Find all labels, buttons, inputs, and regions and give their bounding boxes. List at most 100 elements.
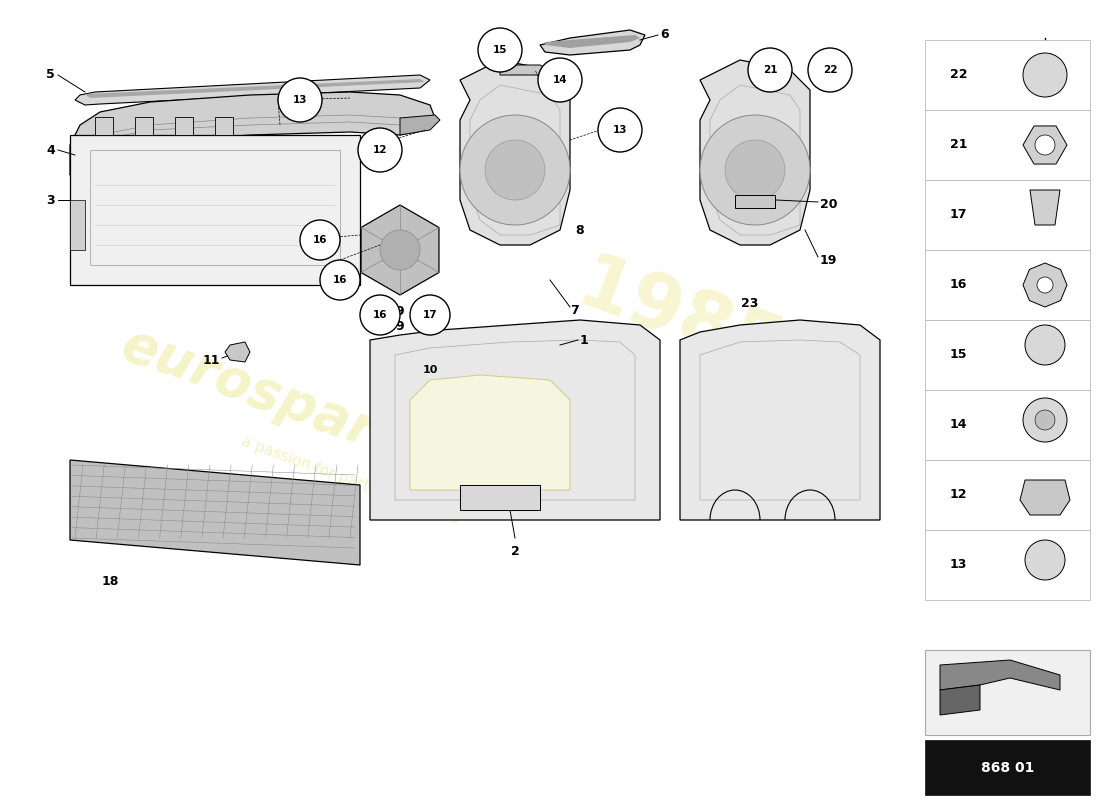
Text: 1: 1 — [580, 334, 588, 346]
Text: 17: 17 — [950, 209, 968, 222]
Text: 14: 14 — [552, 75, 568, 85]
Bar — [925, 320, 1090, 390]
Text: 12: 12 — [950, 489, 968, 502]
Circle shape — [300, 220, 340, 260]
Text: 9: 9 — [396, 305, 405, 318]
Polygon shape — [226, 342, 250, 362]
Bar — [925, 390, 1090, 460]
Polygon shape — [680, 320, 880, 520]
Text: 19: 19 — [820, 254, 837, 266]
Polygon shape — [75, 75, 430, 105]
Polygon shape — [1030, 190, 1060, 225]
Circle shape — [1037, 277, 1053, 293]
Bar — [95, 117, 113, 135]
Polygon shape — [460, 60, 570, 245]
Polygon shape — [1020, 480, 1070, 515]
Text: 17: 17 — [422, 310, 438, 320]
Text: 23: 23 — [741, 297, 759, 310]
Circle shape — [808, 48, 852, 92]
Text: 15: 15 — [493, 45, 507, 55]
Polygon shape — [400, 115, 440, 135]
Polygon shape — [500, 65, 550, 75]
Polygon shape — [544, 35, 640, 48]
Circle shape — [379, 230, 420, 270]
Text: 16: 16 — [332, 275, 348, 285]
Polygon shape — [700, 60, 810, 245]
Bar — [925, 650, 1090, 735]
Polygon shape — [540, 30, 645, 55]
Polygon shape — [735, 195, 776, 208]
Polygon shape — [370, 320, 660, 520]
Polygon shape — [70, 460, 360, 565]
Bar — [135, 117, 153, 135]
Text: 13: 13 — [950, 558, 967, 571]
Circle shape — [460, 115, 570, 225]
Circle shape — [320, 260, 360, 300]
Bar — [925, 250, 1090, 320]
Polygon shape — [70, 92, 434, 175]
Text: 3: 3 — [46, 194, 55, 206]
Text: 20: 20 — [820, 198, 837, 211]
Text: 18: 18 — [101, 575, 119, 588]
Bar — [70, 135, 360, 285]
Text: 22: 22 — [823, 65, 837, 75]
Bar — [925, 460, 1090, 530]
Circle shape — [1035, 410, 1055, 430]
Text: 8: 8 — [575, 223, 584, 237]
Polygon shape — [940, 660, 1060, 690]
Bar — [925, 530, 1090, 600]
Circle shape — [1023, 398, 1067, 442]
Text: 16: 16 — [373, 310, 387, 320]
Polygon shape — [1023, 263, 1067, 307]
Bar — [175, 117, 192, 135]
Circle shape — [478, 28, 522, 72]
Circle shape — [410, 295, 450, 335]
Bar — [214, 117, 233, 135]
Circle shape — [1025, 325, 1065, 365]
Text: 21: 21 — [950, 138, 968, 151]
Text: 868 01: 868 01 — [981, 761, 1034, 775]
Polygon shape — [85, 79, 425, 98]
Circle shape — [1035, 135, 1055, 155]
Bar — [70, 200, 85, 250]
Text: 7: 7 — [570, 303, 579, 317]
Text: 22: 22 — [950, 69, 968, 82]
Text: 14: 14 — [950, 418, 968, 431]
Text: 13: 13 — [293, 95, 307, 105]
Circle shape — [748, 48, 792, 92]
Text: 16: 16 — [312, 235, 328, 245]
Text: 11: 11 — [202, 354, 220, 366]
Text: eurospares: eurospares — [114, 318, 446, 482]
Text: 15: 15 — [950, 349, 968, 362]
Polygon shape — [70, 155, 90, 180]
Circle shape — [360, 295, 400, 335]
Bar — [460, 485, 540, 510]
Circle shape — [358, 128, 402, 172]
Text: 9: 9 — [396, 320, 405, 333]
Text: 1985: 1985 — [568, 249, 793, 391]
Bar — [925, 180, 1090, 250]
Circle shape — [725, 140, 785, 200]
Text: 4: 4 — [46, 143, 55, 157]
Circle shape — [485, 140, 544, 200]
Bar — [90, 150, 340, 265]
Text: 5: 5 — [46, 69, 55, 82]
Circle shape — [1025, 540, 1065, 580]
Bar — [925, 740, 1090, 795]
Circle shape — [700, 115, 810, 225]
Polygon shape — [410, 375, 570, 490]
Text: 12: 12 — [373, 145, 387, 155]
Text: a passion for parts since 1985: a passion for parts since 1985 — [239, 434, 461, 526]
Text: 16: 16 — [950, 278, 967, 291]
Circle shape — [278, 78, 322, 122]
Polygon shape — [940, 685, 980, 715]
Bar — [925, 40, 1090, 110]
Text: 10: 10 — [422, 365, 438, 375]
Text: 21: 21 — [762, 65, 778, 75]
Polygon shape — [361, 205, 439, 295]
Circle shape — [538, 58, 582, 102]
Text: 2: 2 — [510, 545, 519, 558]
Text: 6: 6 — [660, 29, 669, 42]
Bar — [925, 110, 1090, 180]
Polygon shape — [1023, 126, 1067, 164]
